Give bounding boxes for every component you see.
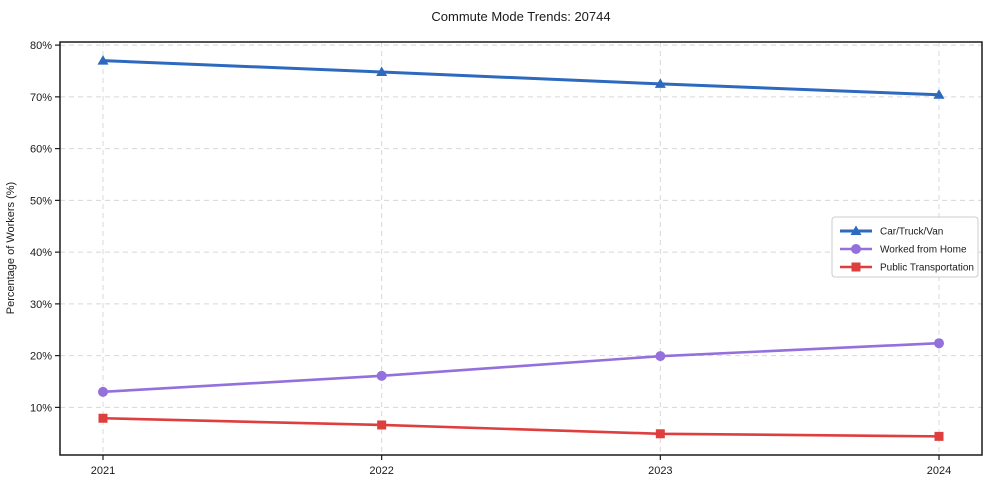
- data-point-car-truck-van-2021: [97, 55, 109, 65]
- y-tick-label: 10%: [30, 402, 52, 414]
- chart-title: Commute Mode Trends: 20744: [431, 9, 610, 24]
- legend-item-car-truck-van: Car/Truck/Van: [840, 225, 943, 238]
- data-point-worked-from-home-2021: [98, 386, 108, 397]
- axes: 10% 20% 30% 40% 50% 60% 70% 80% 2021 2022 2023 2024: [30, 40, 983, 477]
- gridlines: [60, 42, 982, 455]
- y-tick-label: 40%: [30, 247, 52, 259]
- x-tick-label: 2022: [369, 465, 393, 477]
- plot-frame: [59, 41, 983, 456]
- y-tick-label: 50%: [30, 195, 52, 207]
- data-point-car-truck-van-2024: [933, 89, 945, 99]
- data-series: [97, 55, 945, 441]
- data-point-worked-from-home-2023: [655, 351, 666, 362]
- series-line-car-truck-van: [101, 59, 941, 97]
- y-tick-label: 20%: [30, 351, 52, 363]
- data-point-car-truck-van-2023: [654, 78, 666, 88]
- data-point-car-truck-van-2022: [376, 66, 388, 77]
- y-tick-label: 70%: [30, 92, 52, 104]
- series-line-public-transportation: [101, 416, 941, 438]
- data-point-public-transportation-2022: [377, 420, 387, 430]
- legend-marker-square: [851, 262, 861, 272]
- x-tick-label: 2021: [91, 465, 115, 477]
- legend: Car/Truck/Van Worked from Home Public Tran…: [831, 216, 979, 278]
- legend-label: Car/Truck/Van: [880, 227, 943, 238]
- y-tick-label: 80%: [30, 40, 52, 52]
- legend-item-worked-from-home: Worked from Home: [840, 244, 967, 256]
- x-tick-label: 2023: [648, 465, 672, 477]
- legend-label: Worked from Home: [880, 245, 967, 256]
- data-point-public-transportation-2024: [934, 431, 944, 441]
- data-point-worked-from-home-2022: [376, 370, 387, 381]
- y-tick-label: 60%: [30, 144, 52, 156]
- legend-label: Public Transportation: [880, 263, 974, 274]
- legend-marker-circle: [851, 244, 861, 254]
- legend-marker-triangle: [850, 225, 862, 235]
- y-tick-label: 30%: [30, 299, 52, 311]
- y-axis-label: Percentage of Workers (%): [5, 182, 17, 314]
- data-point-public-transportation-2023: [655, 429, 665, 439]
- data-point-public-transportation-2021: [98, 413, 108, 423]
- series-line-worked-from-home: [101, 341, 941, 394]
- legend-item-public-transportation: Public Transportation: [840, 262, 974, 274]
- x-tick-label: 2024: [927, 465, 951, 477]
- data-point-worked-from-home-2024: [934, 338, 944, 349]
